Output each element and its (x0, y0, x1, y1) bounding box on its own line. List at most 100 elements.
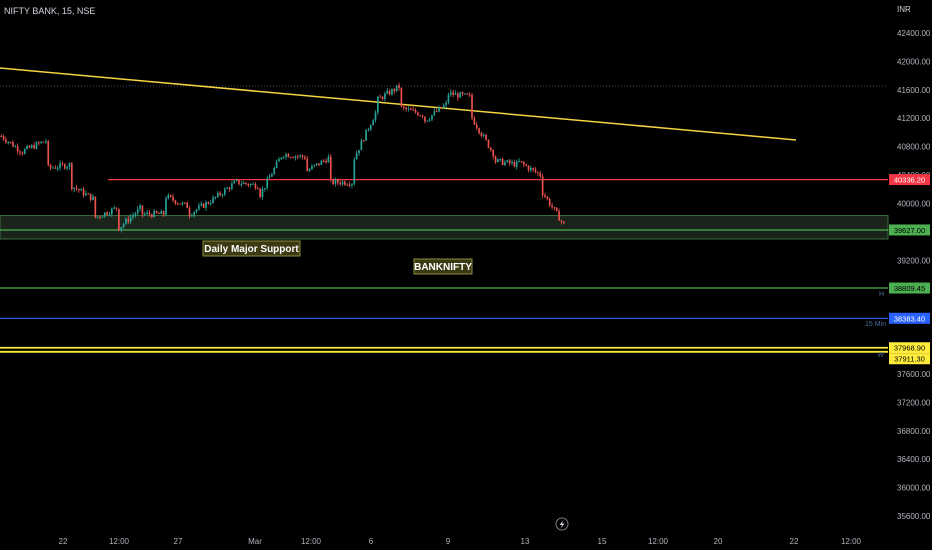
symbol-title: NIFTY BANK, 15, NSE (4, 6, 95, 16)
candle (240, 180, 243, 187)
price-tick-label: 42400.00 (897, 29, 931, 38)
candle (16, 143, 19, 155)
flash-button[interactable] (555, 517, 569, 531)
candle (101, 216, 104, 218)
candle (501, 157, 504, 166)
candle (421, 114, 424, 119)
candle (228, 186, 231, 193)
candle (23, 148, 26, 155)
candle (198, 202, 200, 211)
candle (54, 165, 57, 169)
candle (219, 190, 221, 197)
candle (158, 211, 160, 215)
candle (89, 193, 92, 202)
candle (169, 194, 172, 198)
trendline[interactable] (0, 67, 797, 141)
candle (7, 141, 10, 145)
candle (466, 93, 469, 95)
candle (379, 94, 382, 98)
candle (374, 110, 377, 123)
level-label-bg-4 (889, 342, 930, 354)
candles-layer (0, 82, 565, 233)
time-tick-label: 6 (369, 537, 374, 546)
candle (315, 163, 318, 167)
candle (480, 131, 483, 138)
candle (527, 165, 530, 173)
candle (513, 159, 516, 168)
candle (278, 156, 280, 162)
candle (306, 155, 309, 172)
candle (414, 108, 417, 114)
price-tick-label: 40800.00 (897, 143, 931, 152)
candle (555, 207, 558, 212)
banknifty-annotation[interactable]: BANKNIFTY (413, 258, 473, 275)
candle (78, 188, 80, 193)
price-tick-label: 39200.00 (897, 256, 931, 265)
candle (106, 210, 108, 216)
time-tick-label: 12:00 (301, 537, 322, 546)
time-tick-label: 9 (446, 537, 451, 546)
horizontal-levels (0, 178, 888, 353)
candle (103, 212, 106, 218)
candle (63, 163, 66, 170)
daily-major-support-annotation[interactable]: Daily Major Support (202, 240, 301, 257)
candle (369, 124, 372, 132)
support-zone (0, 215, 889, 240)
candle (285, 152, 287, 160)
candle (238, 179, 240, 186)
candle (482, 133, 485, 138)
candle (38, 141, 40, 146)
candle (221, 193, 224, 198)
candle (174, 199, 177, 206)
candle (99, 215, 101, 220)
candle (289, 156, 292, 159)
candle (186, 201, 188, 209)
time-axis[interactable]: 22 12:00 27 Mar 12:00 6 9 13 15 12:00 20 22 12:00 (59, 537, 862, 546)
candle (508, 158, 511, 166)
candle (520, 160, 523, 164)
candle (155, 210, 158, 214)
candle (348, 181, 351, 188)
candle (341, 180, 344, 187)
candle (153, 208, 156, 218)
candle (134, 211, 137, 218)
candle (449, 89, 452, 97)
time-tick-label: 12:00 (109, 537, 130, 546)
candle (212, 195, 214, 204)
candle (223, 187, 226, 197)
candle (94, 196, 97, 219)
candle (249, 183, 252, 188)
candle (287, 152, 290, 158)
candle (191, 213, 193, 217)
candle (282, 155, 285, 160)
candle (259, 187, 261, 199)
candle (485, 133, 487, 141)
candle (530, 165, 532, 173)
candle (541, 173, 544, 199)
candle (214, 196, 217, 200)
candle (242, 180, 245, 185)
candle (506, 159, 509, 163)
candle (148, 209, 151, 217)
candle (440, 106, 443, 109)
candle (409, 106, 412, 110)
candle (264, 187, 266, 192)
candle (419, 114, 422, 117)
candle (400, 87, 403, 108)
candle (247, 183, 250, 187)
candle (511, 159, 513, 166)
candle (118, 208, 120, 232)
candle (461, 91, 464, 97)
candle (146, 210, 148, 216)
candle (0, 134, 3, 137)
candle (360, 138, 363, 151)
candle (395, 85, 398, 93)
candle (353, 157, 356, 186)
candle (75, 184, 78, 191)
candle (332, 178, 334, 186)
candle (268, 173, 271, 179)
candle (457, 91, 459, 101)
level-label-4: 37968.90 (894, 344, 925, 353)
candle (176, 202, 179, 206)
